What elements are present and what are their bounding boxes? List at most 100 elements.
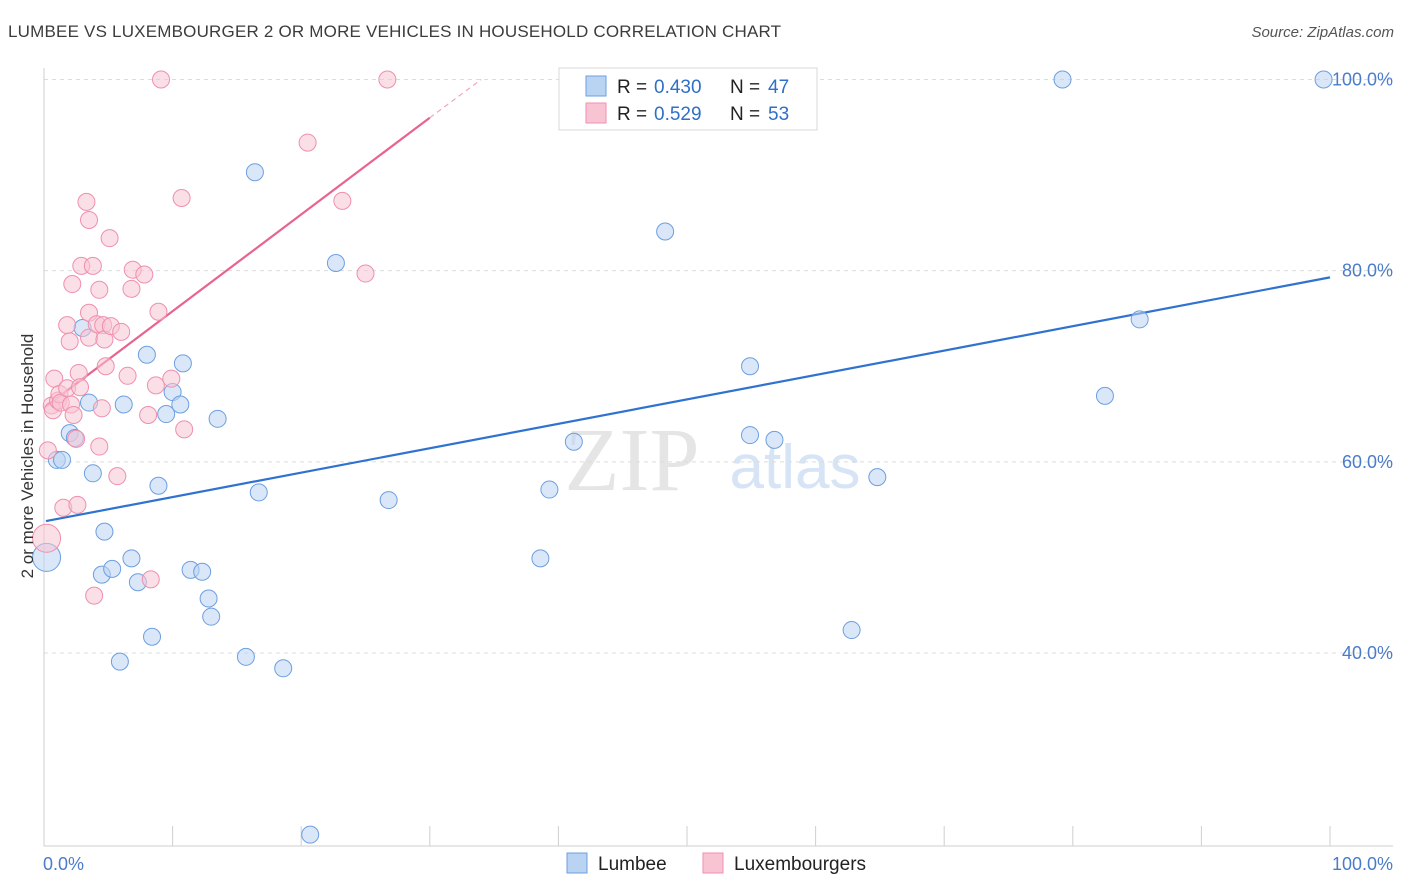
lumbee-point (143, 627, 162, 646)
x-tick-label: 100.0% (1332, 854, 1393, 874)
legend-n-value-luxembourgers: 53 (768, 104, 789, 125)
lumbee-point (868, 468, 887, 487)
luxembourgers-point (146, 376, 165, 395)
bottom-legend-swatch-luxembourgers (702, 852, 724, 874)
lumbee-point (1095, 386, 1114, 405)
lumbee-point (1130, 310, 1149, 329)
lumbee-point (110, 652, 129, 671)
luxembourgers-point (112, 322, 131, 341)
x-tick-label: 0.0% (43, 854, 84, 874)
lumbee-point (531, 549, 550, 568)
y-tick-label: 60.0% (1342, 452, 1393, 472)
bottom-legend: Lumbee Luxembourgers (566, 852, 866, 875)
axes (43, 68, 1393, 847)
luxembourgers-point (32, 523, 62, 553)
luxembourgers-point (172, 189, 191, 208)
legend-n-label-lumbee: N = (730, 77, 760, 98)
lumbee-point (114, 395, 133, 414)
lumbee-point (122, 549, 141, 568)
luxembourgers-point (92, 399, 111, 418)
watermark-atlas: atlas (730, 433, 861, 502)
luxembourgers-point (38, 441, 57, 460)
lumbee-point (157, 405, 176, 424)
luxembourgers-point (135, 265, 154, 284)
luxembourgers-trend-line (45, 116, 431, 408)
luxembourgers-point (333, 191, 352, 210)
luxembourgers-point (378, 70, 397, 89)
luxembourgers-point (122, 279, 141, 298)
watermark-zip: ZIP (565, 411, 700, 510)
luxembourgers-point (90, 280, 109, 299)
lumbee-point (236, 647, 255, 666)
luxembourgers-point (108, 467, 127, 486)
luxembourgers-point (356, 264, 375, 283)
lumbee-point (540, 480, 559, 499)
lumbee-point (193, 562, 212, 581)
luxembourgers-trend-extension (429, 79, 482, 119)
lumbee-point (95, 522, 114, 541)
luxembourgers-point (139, 405, 158, 424)
lumbee-point (149, 476, 168, 495)
tick-labels: 40.0% 60.0% 80.0% 100.0% 0.0% 100.0% (43, 70, 1393, 875)
y-tick-label: 80.0% (1342, 261, 1393, 281)
data-points (32, 70, 1333, 844)
source-credit: Source: ZipAtlas.com (1251, 24, 1394, 41)
lumbee-point (171, 395, 190, 414)
lumbee-point (199, 589, 218, 608)
lumbee-point (83, 464, 102, 483)
lumbee-point (379, 491, 398, 510)
lumbee-point (1053, 70, 1072, 89)
lumbee-trend-line (45, 276, 1331, 523)
legend-swatch-lumbee (585, 75, 607, 97)
luxembourgers-point (100, 229, 119, 248)
luxembourgers-point (64, 405, 83, 424)
lumbee-point (1314, 70, 1333, 89)
luxembourgers-point (90, 437, 109, 456)
lumbee-point (741, 426, 760, 445)
luxembourgers-point (71, 378, 90, 397)
luxembourgers-point (152, 70, 171, 89)
luxembourgers-point (83, 256, 102, 275)
luxembourgers-point (67, 429, 86, 448)
luxembourgers-point (63, 275, 82, 294)
bottom-legend-swatch-lumbee (566, 852, 588, 874)
lumbee-point (326, 254, 345, 273)
watermark: ZIP atlas (565, 411, 861, 510)
luxembourgers-point (85, 586, 104, 605)
legend-r-label-luxembourgers: R = (617, 104, 647, 125)
legend: R = 0.430 N = 47 R = 0.529 N = 53 (558, 67, 818, 131)
y-tick-label: 100.0% (1332, 70, 1393, 90)
grid (44, 79, 1393, 654)
lumbee-point (202, 607, 221, 626)
luxembourgers-point (77, 192, 96, 211)
legend-r-value-luxembourgers: 0.529 (654, 104, 702, 125)
lumbee-point (656, 222, 675, 241)
lumbee-point (53, 450, 72, 469)
legend-r-label-lumbee: R = (617, 77, 647, 98)
luxembourgers-point (80, 211, 99, 230)
lumbee-point (301, 825, 320, 844)
lumbee-point (564, 432, 583, 451)
bottom-legend-label-luxembourgers: Luxembourgers (734, 854, 866, 875)
luxembourgers-point (58, 316, 77, 335)
luxembourgers-point (118, 366, 137, 385)
lumbee-point (842, 621, 861, 640)
lumbee-point (208, 409, 227, 428)
bottom-legend-label-lumbee: Lumbee (598, 854, 667, 875)
luxembourgers-point (162, 369, 181, 388)
lumbee-point (245, 163, 264, 182)
luxembourgers-point (175, 420, 194, 439)
y-axis-label: 2 or more Vehicles in Household (18, 334, 37, 579)
lumbee-point (103, 559, 122, 578)
y-tick-label: 40.0% (1342, 643, 1393, 663)
legend-n-label-luxembourgers: N = (730, 104, 760, 125)
luxembourgers-point (141, 570, 160, 589)
lumbee-point (274, 659, 293, 678)
trend-lines (45, 79, 1331, 523)
legend-swatch-luxembourgers (585, 102, 607, 124)
lumbee-point (137, 345, 156, 364)
lumbee-point (249, 483, 268, 502)
lumbee-point (173, 354, 192, 373)
luxembourgers-point (298, 133, 317, 152)
